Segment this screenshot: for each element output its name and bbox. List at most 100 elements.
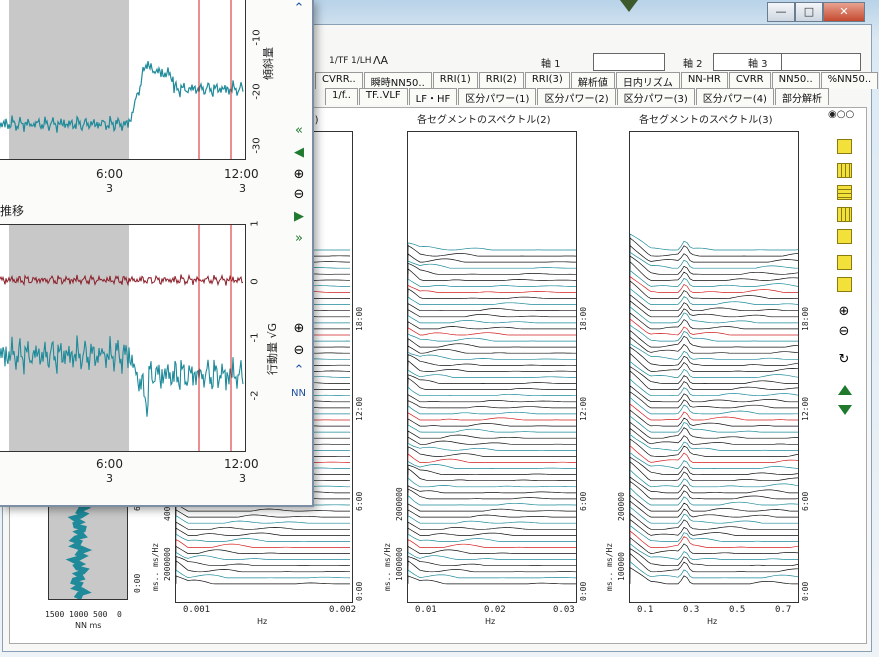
zoom-out-icon[interactable]: ⊖: [293, 187, 305, 202]
tab-row1-0[interactable]: CVRR..: [315, 72, 363, 89]
spectrum-line: [408, 539, 576, 548]
first-icon[interactable]: «: [295, 123, 303, 138]
spectrum-line: [630, 261, 798, 281]
spectrum-line: [630, 452, 798, 469]
spectrum-line: [408, 394, 576, 403]
scroll-up-icon[interactable]: [838, 385, 852, 395]
spectrum-line: [408, 446, 576, 457]
tilt-y-label: 傾斜量: [262, 47, 275, 80]
grid-icon-1[interactable]: [837, 163, 852, 178]
zoom-out-icon[interactable]: ⊖: [838, 324, 850, 339]
tilt-x-sub-0: 3: [106, 182, 113, 195]
tab-row1-10[interactable]: %NN50..: [820, 72, 879, 89]
spectrum-line: [630, 300, 798, 318]
close-button[interactable]: ✕: [823, 2, 865, 22]
tab-row1-5[interactable]: 解析値: [570, 72, 615, 89]
spectrum-line: [408, 354, 576, 366]
spectrum-panel-1: [407, 131, 577, 603]
spectrum-2-x-tick-0: 0.1: [637, 605, 654, 615]
spectrum-line: [630, 445, 798, 463]
tab-row2-0[interactable]: 1/f..: [325, 88, 358, 105]
tab-row1-7[interactable]: NN-HR: [680, 72, 728, 89]
spectrum-line: [408, 569, 576, 579]
zoom-in-icon[interactable]: ⊕: [293, 167, 305, 182]
tab-row1-1[interactable]: 瞬時NN50..: [363, 72, 432, 89]
spectrum-line: [408, 315, 576, 324]
spectrum-line: [630, 294, 798, 312]
spectrum-line: [176, 533, 350, 542]
nn-x-tick-0: 1500: [45, 610, 65, 619]
tab-row1-3[interactable]: RRI(2): [478, 72, 524, 89]
spectrum-line: [408, 400, 576, 409]
tf-icon[interactable]: 1/TF: [329, 56, 349, 66]
cols-icon[interactable]: [837, 207, 852, 222]
tab-row1-2[interactable]: RRI(1): [432, 72, 478, 89]
down-box-icon[interactable]: [837, 277, 852, 292]
spectrum-line: [630, 567, 798, 585]
spectrum-2-x-tick-1: 0.3: [683, 605, 700, 615]
spectrum-line: [630, 427, 798, 445]
spectrum-line: [408, 436, 576, 445]
spectrum-0-y-tick-0: 2000000: [163, 547, 172, 581]
activity-chart: [0, 224, 246, 452]
axis1-input[interactable]: [593, 53, 665, 71]
analysis-icon[interactable]: ΛA: [373, 54, 389, 67]
spectrum-1-time-tick-2: 6:00: [579, 491, 588, 511]
spectrum-line: [408, 521, 576, 530]
axis3-input[interactable]: [781, 53, 861, 71]
spectrum-0-time-tick-0: 18:00: [355, 306, 364, 331]
spectrum-line: [408, 263, 576, 275]
grid-icon-2[interactable]: [837, 229, 852, 244]
act-x-sub-0: 3: [106, 472, 113, 485]
tab-row2-4[interactable]: 区分パワー(2): [537, 88, 616, 105]
spectrum-line: [630, 409, 798, 427]
next-icon[interactable]: ▶: [294, 209, 304, 224]
spectrum-2-y-tick-0: 100000: [617, 552, 626, 581]
axis2-label: 軸 2: [683, 59, 703, 70]
tab-row2-6[interactable]: 区分パワー(4): [695, 88, 774, 105]
minimize-button[interactable]: —: [767, 2, 795, 22]
tab-row2-2[interactable]: LF・HF: [408, 88, 458, 105]
nn-trend-icon[interactable]: ⌃: [293, 363, 305, 378]
layout-icon-1[interactable]: [837, 139, 852, 154]
spectrum-line: [630, 318, 798, 336]
tab-row1-4[interactable]: RRI(3): [524, 72, 570, 89]
tab-row1-6[interactable]: 日内リズム: [615, 72, 680, 89]
trace-line: [0, 273, 244, 287]
spectrum-line: [408, 345, 576, 354]
lh-icon[interactable]: 1/LH: [351, 56, 372, 66]
zoom-in-icon[interactable]: ⊕: [838, 304, 850, 319]
shade-band: [9, 0, 129, 159]
spectrum-line: [408, 253, 576, 263]
spectrum-line: [408, 460, 576, 469]
spectrum-line: [630, 469, 798, 488]
act-x-tick-1: 12:00: [224, 457, 259, 471]
up-box-icon[interactable]: [837, 255, 852, 270]
zoom-in-icon-2[interactable]: ⊕: [293, 321, 305, 336]
radio-group[interactable]: ◉○○: [828, 109, 855, 120]
tab-row1-9[interactable]: NN50..: [771, 72, 820, 89]
spectrum-1-time-tick-1: 12:00: [579, 396, 588, 421]
spectrum-line: [630, 403, 798, 421]
tab-row2-1[interactable]: TF..VLF: [358, 88, 408, 105]
tilt-y-tick-1: -20: [251, 83, 263, 100]
spectrum-line: [408, 338, 576, 348]
nn-label[interactable]: NN: [291, 388, 306, 399]
maximize-button[interactable]: □: [795, 2, 823, 22]
tab-row2-5[interactable]: 区分パワー(3): [616, 88, 695, 105]
act-y-tick-1: 0: [249, 278, 261, 285]
tab-row1-8[interactable]: CVRR: [728, 72, 771, 89]
tab-row2-3[interactable]: 区分パワー(1): [458, 88, 537, 105]
trend-icon[interactable]: ⌃: [293, 1, 305, 16]
zoom-out-icon-2[interactable]: ⊖: [293, 343, 305, 358]
spectrum-line: [408, 545, 576, 554]
reset-icon[interactable]: ↻: [838, 352, 850, 367]
rows-icon[interactable]: [837, 185, 852, 200]
spectrum-line: [408, 468, 576, 482]
prev-icon[interactable]: ◀: [294, 145, 304, 160]
tab-row2-7[interactable]: 部分解析: [774, 88, 829, 105]
spectrum-line: [408, 333, 576, 342]
scroll-down-icon[interactable]: [838, 405, 852, 415]
spectrum-line: [408, 424, 576, 433]
last-icon[interactable]: »: [295, 231, 303, 246]
